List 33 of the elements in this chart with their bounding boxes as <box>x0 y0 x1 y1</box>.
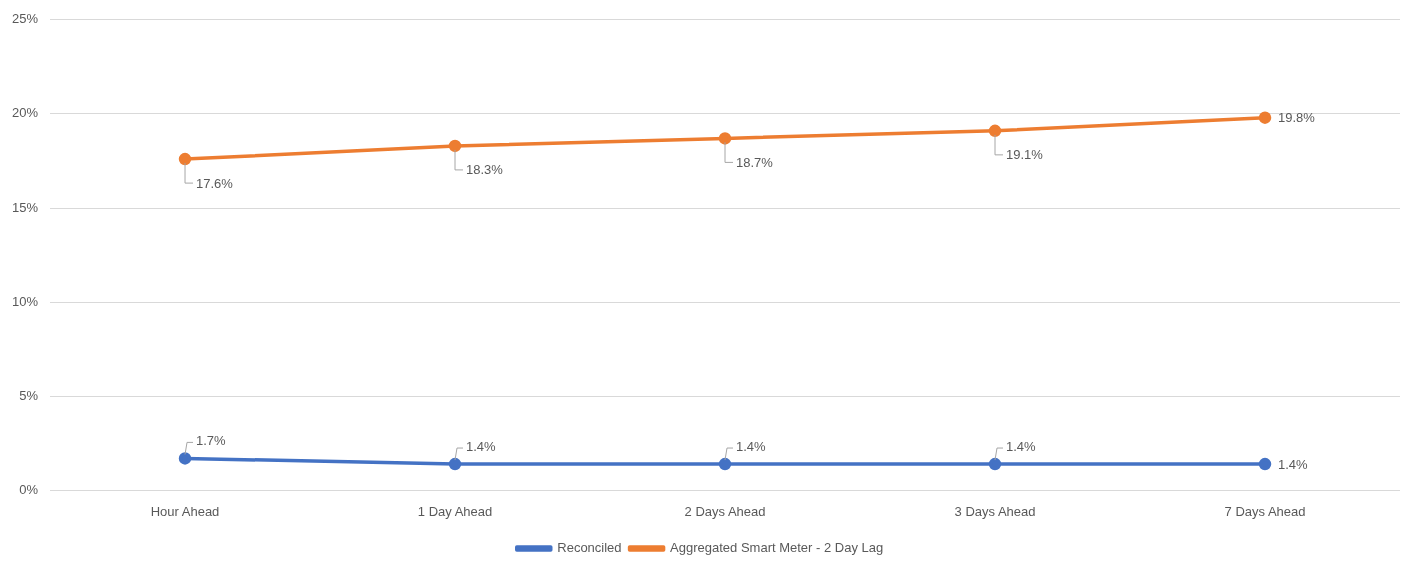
x-tick-label: 1 Day Ahead <box>417 503 493 519</box>
data-label: 18.7% <box>736 154 774 170</box>
data-label: 1.7% <box>196 432 227 448</box>
point <box>1258 111 1272 124</box>
point <box>178 452 192 465</box>
data-label: 19.1% <box>1006 147 1044 163</box>
data-label: 1.4% <box>736 438 767 454</box>
point <box>1258 457 1272 471</box>
y-tick-label: 15% <box>11 199 39 215</box>
data-label: 1.4% <box>1006 438 1037 454</box>
legend-label: Aggregated Smart Meter - 2 Day Lag <box>670 540 884 556</box>
y-tick-label: 0% <box>19 481 39 497</box>
x-tick-label: Hour Ahead <box>150 503 220 519</box>
y-tick-label: 5% <box>19 387 39 403</box>
legend-label: Reconciled <box>557 540 622 556</box>
point <box>718 132 732 145</box>
data-label: 17.6% <box>196 175 234 191</box>
x-tick-label: 2 Days Ahead <box>684 503 766 519</box>
x-tick-label: 7 Days Ahead <box>1224 503 1306 519</box>
point <box>178 152 192 166</box>
y-tick-label: 20% <box>11 105 39 121</box>
point <box>988 124 1002 138</box>
y-tick-label: 10% <box>11 293 39 309</box>
data-label: 19.8% <box>1278 110 1316 126</box>
point <box>448 457 462 471</box>
data-label: 1.4% <box>1278 456 1309 472</box>
point <box>718 457 732 471</box>
point <box>448 139 462 153</box>
data-label: 1.4% <box>466 438 497 454</box>
y-tick-label: 25% <box>11 11 39 27</box>
point <box>988 457 1002 471</box>
x-tick-label: 3 Days Ahead <box>954 503 1036 519</box>
data-label: 18.3% <box>466 162 504 178</box>
